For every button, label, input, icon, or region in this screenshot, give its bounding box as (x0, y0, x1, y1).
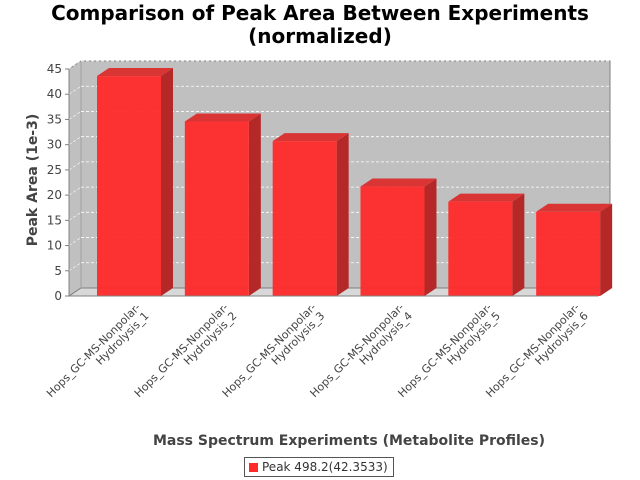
bar-front (272, 141, 337, 296)
y-tick-label: 15 (47, 213, 62, 227)
bar-top (448, 193, 525, 202)
bar (536, 203, 613, 296)
y-tick-label: 10 (47, 239, 62, 253)
bar-front (448, 201, 513, 296)
x-tick-label-line: Hops_GC-MS-Nonpolar- (44, 301, 143, 400)
bar-front (360, 186, 425, 296)
gridline-diagonal (68, 60, 82, 70)
bar-top (536, 203, 613, 212)
bars (97, 68, 613, 296)
gridline-diagonal (68, 136, 82, 145)
bar (448, 193, 525, 296)
legend-swatch (249, 462, 258, 472)
chart-title-line-2: (normalized) (248, 24, 392, 48)
y-tick-label: 35 (47, 112, 62, 126)
bar-front (536, 211, 601, 296)
bar-side (600, 203, 613, 296)
bar-top (184, 113, 261, 122)
y-tick-label: 20 (47, 188, 62, 202)
gridline-diagonal (68, 212, 82, 221)
legend-label: Peak 498.2(42.3533) (262, 460, 388, 474)
x-axis: Hops_GC-MS-Nonpolar-Hydrolysis_1Hops_GC-… (44, 295, 598, 400)
gridline-diagonal (68, 262, 82, 272)
bar-side (161, 68, 173, 296)
bar-top (272, 133, 349, 142)
bar-side (336, 133, 349, 296)
bar-front (184, 121, 249, 296)
bar (272, 133, 349, 296)
gridline-diagonal (68, 161, 82, 171)
chart-title: Comparison of Peak Area Between Experime… (0, 2, 640, 48)
y-tick-label: 25 (47, 163, 62, 177)
x-axis-title: Mass Spectrum Experiments (Metabolite Pr… (153, 433, 545, 449)
bar-side (248, 113, 261, 296)
chart-title-line-1: Comparison of Peak Area Between Experime… (51, 1, 589, 25)
legend: Peak 498.2(42.3533) (244, 457, 394, 477)
bar-side (424, 178, 437, 296)
gridline-diagonal (68, 85, 82, 95)
gridline-diagonal (68, 186, 82, 196)
gridline-diagonal (68, 111, 82, 120)
bar-front (97, 76, 161, 296)
bar-top (360, 178, 437, 187)
y-tick-label: 30 (47, 138, 62, 152)
y-tick-label: 5 (54, 264, 62, 278)
y-tick-label: 40 (47, 87, 62, 101)
bar (184, 113, 261, 296)
y-axis-title: Peak Area (1e-3) (25, 114, 41, 247)
y-axis: 0 5 10 15 20 25 30 35 40 45 (47, 62, 70, 303)
bar (97, 68, 173, 296)
bar-top (97, 68, 173, 77)
gridline-diagonal (68, 237, 82, 246)
bar-side (512, 193, 525, 296)
bar (360, 178, 437, 296)
y-tick-label: 45 (47, 62, 62, 76)
y-tick-label: 0 (54, 289, 62, 303)
